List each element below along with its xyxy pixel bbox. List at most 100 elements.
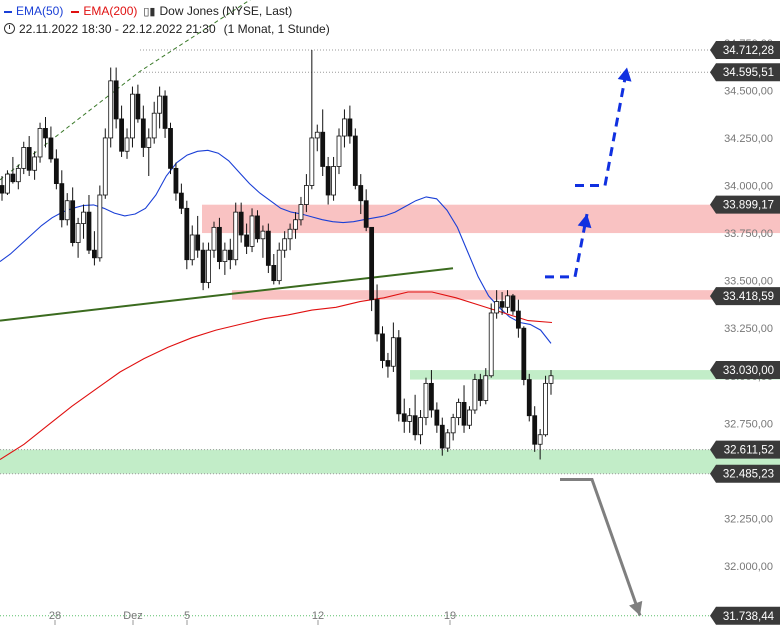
candle [173,162,179,201]
y-axis: 34.750,0034.500,0034.250,0034.000,0033.7… [724,38,773,573]
candle [211,221,217,258]
candle [97,185,103,262]
candle-down [358,185,364,202]
candle [113,67,119,129]
candle-down [515,310,521,329]
ema200-swatch [71,10,80,13]
price-label: 31.738,44 [710,606,780,625]
candle-down [168,128,173,169]
ema50-label: EMA(50) [16,4,64,18]
price-label-box [710,440,780,459]
price-label: 34.595,51 [710,63,780,82]
candle [287,223,293,251]
candle [407,408,413,433]
candle-down [86,211,92,251]
candle-up [64,200,70,221]
resistance-zone-lower [232,290,780,300]
candle [439,417,445,456]
candle [423,377,429,426]
candle [271,253,277,285]
candle-down [70,200,76,243]
candle [255,210,260,243]
candle-up [336,135,342,167]
candle [390,322,396,372]
arrows-layer [545,67,643,616]
clock-icon [4,23,15,34]
candle-down [217,226,222,263]
candle-down [374,299,380,335]
candle-down [412,415,418,436]
y-tick-label: 32.250,00 [724,513,773,525]
candle [108,67,114,148]
candle-down [119,118,124,152]
candle [157,86,163,129]
candle-up [303,185,309,205]
bearish-arrow [560,477,643,616]
price-label: 32.485,23 [710,464,780,483]
candle-down [92,249,97,259]
candle [363,189,369,232]
candle-down [385,360,391,367]
candle [43,117,48,148]
candle-down [184,207,190,261]
candle [102,128,108,199]
period-label: (1 Monat, 1 Stunde) [223,22,330,36]
candle [276,242,282,285]
candle-up [157,95,163,114]
candle-up [206,249,211,283]
candle [483,368,489,405]
arrow-head [577,214,592,229]
candle-up [130,93,135,139]
candle [64,193,70,226]
candle [217,217,222,270]
chart-legend: EMA(50) EMA(200) ▯▮ Dow Jones (NYSE, Last) … [4,3,330,38]
candle [92,231,97,266]
candle [184,200,190,270]
ema200-line [0,291,553,460]
candle-down [26,147,32,171]
candle [249,208,255,253]
y-tick-label: 33.250,00 [724,323,773,335]
candle [543,375,548,437]
candle-down [396,337,402,415]
candle-up [124,137,130,152]
x-tick-label: 5 [184,610,190,622]
candle-up [189,234,195,261]
candle [70,187,76,247]
candle [515,299,521,338]
candle-up [282,238,288,251]
candle-down [352,135,358,186]
candle [352,128,358,190]
long-trendline [0,267,454,322]
candle-up [418,417,423,436]
y-tick-label: 34.000,00 [724,181,773,193]
candle-up [260,230,266,240]
candle [477,373,483,407]
candle-down [43,128,48,139]
price-label-box [710,63,780,82]
candle [178,183,184,215]
candle-down [178,192,184,209]
candle-down [521,327,527,380]
candle [548,370,554,395]
price-label-text: 32.611,52 [724,445,774,457]
candle [206,242,211,289]
price-label-text: 33.030,00 [723,365,774,377]
price-label-text: 32.485,23 [723,469,774,481]
candle-down [271,265,277,282]
candle-down [200,249,206,283]
candle-up [445,432,451,449]
bullish-arrow-large [575,67,632,188]
candle-up [543,382,548,436]
support-zone-lower [0,449,780,474]
candle-down [113,80,119,120]
candle [401,398,407,433]
candle [369,226,375,312]
price-label-box [710,195,780,214]
candle-down [135,93,141,120]
trendlines-layer [0,0,454,322]
candle-down [401,413,407,422]
candle-up [494,301,500,314]
price-label-text: 34.595,51 [723,67,774,79]
x-tick-label: 12 [312,610,324,622]
